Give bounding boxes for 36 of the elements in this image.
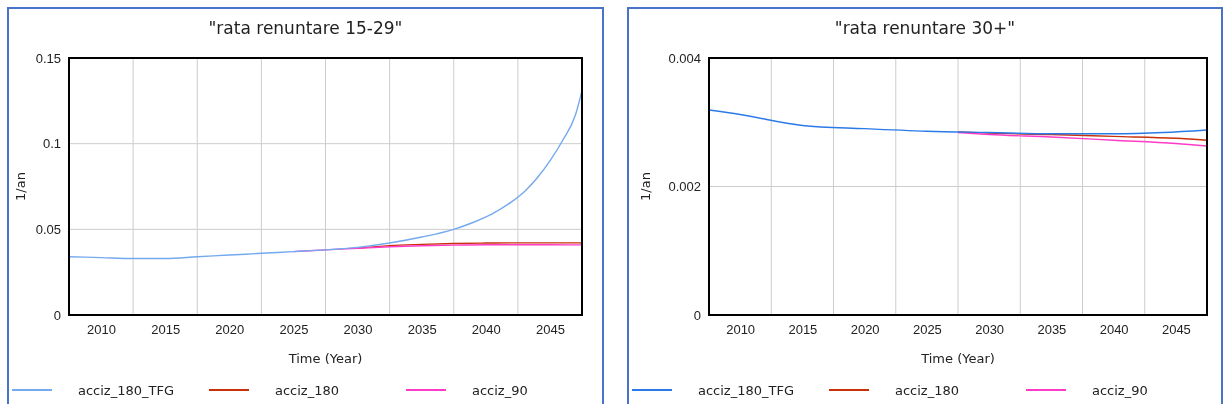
- legend-label: acciz_180: [895, 383, 960, 398]
- chart-title: "rata renuntare 15-29": [208, 18, 403, 38]
- x-tick-label: 2045: [1161, 322, 1191, 338]
- x-tick-label: 2025: [912, 322, 942, 338]
- x-tick-label: 2035: [407, 322, 437, 338]
- x-tick-label: 2010: [726, 322, 756, 338]
- x-tick-label: 2010: [87, 322, 117, 338]
- legend-label: acciz_90: [472, 383, 528, 398]
- x-tick-label: 2040: [471, 322, 501, 338]
- legend-label: acciz_180_TFG: [698, 383, 795, 398]
- x-tick-label: 2015: [151, 322, 181, 338]
- legend-label: acciz_180_TFG: [78, 383, 175, 398]
- legend-label: acciz_90: [1092, 383, 1148, 398]
- chart-title: "rata renuntare 30+": [834, 18, 1016, 38]
- x-tick-label: 2040: [1099, 322, 1129, 338]
- y-tick-label: 0: [693, 307, 701, 323]
- x-tick-label: 2020: [850, 322, 880, 338]
- y-axis-title: 1/an: [638, 172, 653, 201]
- legend-label: acciz_180: [275, 383, 340, 398]
- y-tick-label: 0: [53, 307, 61, 323]
- y-tick-label: 0.15: [35, 50, 61, 66]
- y-tick-label: 0.05: [35, 221, 61, 237]
- x-tick-label: 2015: [788, 322, 818, 338]
- x-tick-label: 2020: [215, 322, 245, 338]
- x-tick-label: 2030: [343, 322, 373, 338]
- y-tick-label: 0.1: [42, 136, 61, 152]
- x-axis-title: Time (Year): [287, 351, 363, 366]
- x-tick-label: 2030: [975, 322, 1005, 338]
- x-tick-label: 2035: [1037, 322, 1067, 338]
- y-axis-title: 1/an: [13, 172, 28, 201]
- x-tick-label: 2025: [279, 322, 309, 338]
- line-series: [708, 109, 1208, 135]
- y-tick-label: 0.002: [668, 179, 701, 195]
- x-axis-title: Time (Year): [920, 351, 995, 366]
- y-tick-label: 0.004: [668, 50, 701, 66]
- x-tick-label: 2045: [535, 322, 565, 338]
